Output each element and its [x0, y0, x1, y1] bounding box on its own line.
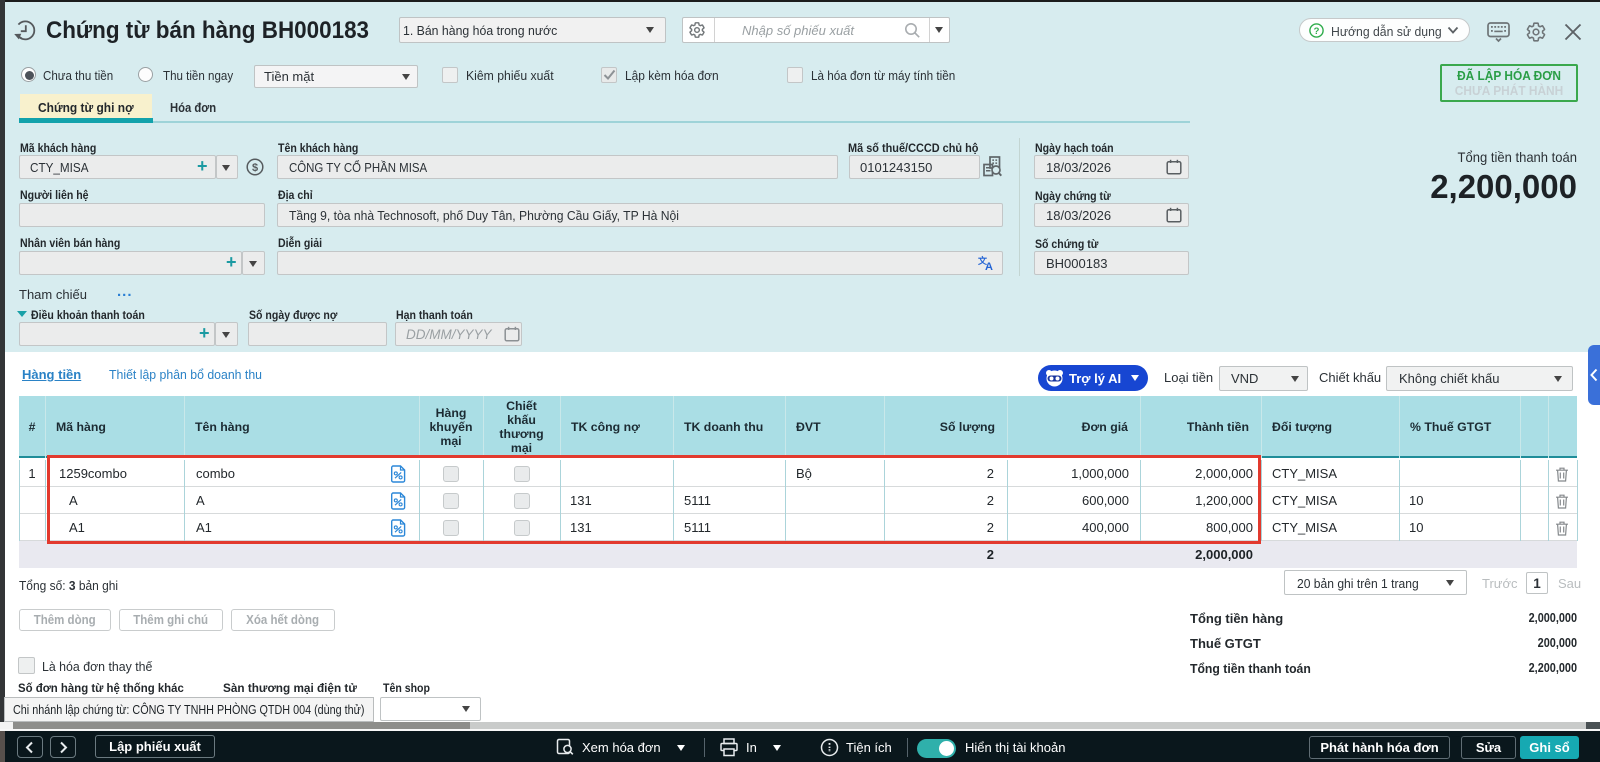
svg-text:?: ? — [1314, 26, 1320, 37]
svg-text:$: $ — [252, 162, 258, 174]
svg-text:A: A — [985, 261, 993, 271]
svg-text:文: 文 — [978, 255, 988, 266]
